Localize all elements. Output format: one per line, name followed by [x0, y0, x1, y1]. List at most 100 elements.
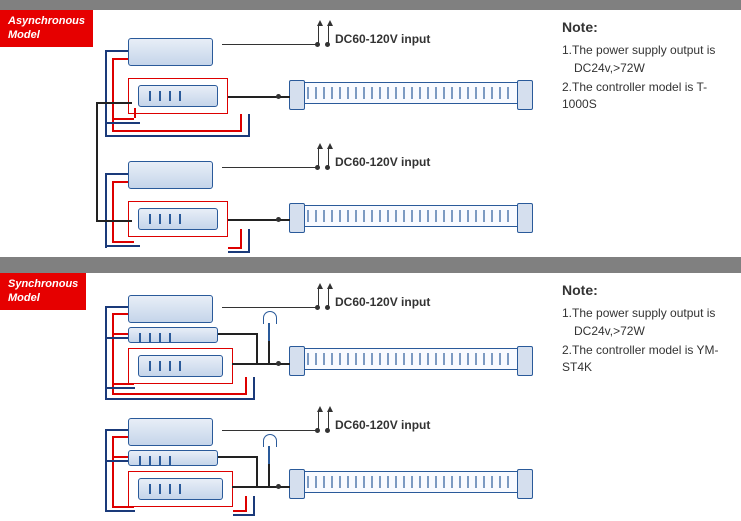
diagram-unit-2: DC60-120V input [0, 396, 540, 521]
top-gray-bar [0, 0, 741, 10]
input-v [318, 26, 319, 44]
input-v [318, 149, 319, 167]
wire [105, 387, 135, 389]
wire [228, 247, 242, 249]
wire [245, 377, 247, 393]
input-label-2: DC60-120V input [335, 155, 430, 169]
antenna-icon [268, 446, 270, 464]
wire [240, 229, 242, 247]
wire [112, 383, 134, 385]
wire [112, 313, 114, 393]
input-v [318, 412, 319, 430]
note-block-async: Note: 1.The power supply output is DC24v… [562, 18, 740, 115]
wire [112, 118, 134, 120]
wire [105, 50, 128, 52]
wire [248, 229, 250, 251]
wire [112, 58, 128, 60]
psu-box [128, 418, 213, 446]
input-v [318, 289, 319, 307]
model-label-line2: Model [8, 292, 40, 304]
note-line-1: 1.The power supply output is [562, 305, 740, 322]
wire [232, 363, 280, 365]
wire [105, 510, 135, 512]
wire [280, 363, 290, 365]
input-v2 [328, 289, 329, 307]
wire [248, 114, 250, 135]
input-label-1: DC60-120V input [335, 295, 430, 309]
wire [268, 341, 270, 363]
wire [228, 251, 250, 253]
wire [112, 333, 128, 335]
note-line-2: 2.The controller model is YM-ST4K [562, 342, 740, 376]
wire [105, 429, 128, 431]
note-title: Note: [562, 281, 740, 301]
wire [105, 429, 107, 511]
section-asynchronous: Asynchronous Model Note: 1.The power sup… [0, 10, 741, 257]
wire [253, 377, 255, 398]
wire [256, 333, 258, 363]
wire [105, 337, 128, 339]
wire [228, 96, 280, 98]
wire [218, 333, 258, 335]
input-v2 [328, 412, 329, 430]
wire [134, 108, 136, 118]
note-block-sync: Note: 1.The power supply output is DC24v… [562, 281, 740, 378]
wire [218, 456, 258, 458]
input-label-2: DC60-120V input [335, 418, 430, 432]
psu-box [128, 161, 213, 189]
wire [268, 464, 270, 486]
wire [105, 173, 107, 248]
wire [112, 130, 242, 132]
input-wire [222, 430, 317, 431]
wire [245, 496, 247, 510]
wire [105, 245, 140, 247]
model-label-sync: Synchronous Model [0, 273, 86, 310]
model-label-line1: Synchronous [8, 278, 78, 290]
note-line-1b: DC24v,>72W [562, 323, 740, 340]
wire [233, 514, 255, 516]
psu-box [128, 295, 213, 323]
led-tube [296, 471, 526, 493]
note-title: Note: [562, 18, 740, 38]
section-synchronous: Synchronous Model Note: 1.The power supp… [0, 273, 741, 519]
wire [105, 122, 140, 124]
wire [233, 510, 247, 512]
model-label-line1: Asynchronous [8, 15, 85, 27]
wire [112, 393, 247, 395]
psu-box [128, 38, 213, 66]
note-line-2: 2.The controller model is T-1000S [562, 79, 740, 113]
aux-box [128, 327, 218, 343]
wire [105, 306, 107, 398]
antenna-icon [268, 323, 270, 341]
input-wire [222, 44, 317, 45]
wire [105, 306, 128, 308]
wire [112, 506, 134, 508]
input-v2 [328, 26, 329, 44]
input-v2 [328, 149, 329, 167]
note-line-1: 1.The power supply output is [562, 42, 740, 59]
wire [253, 496, 255, 514]
led-tube [296, 82, 526, 104]
input-label-1: DC60-120V input [335, 32, 430, 46]
wire [112, 436, 114, 506]
model-label-line2: Model [8, 29, 40, 41]
led-tube [296, 205, 526, 227]
wire [240, 114, 242, 130]
signal-link [96, 102, 98, 220]
wire [232, 486, 280, 488]
controller-box [138, 208, 218, 230]
wire [256, 456, 258, 486]
wire [105, 173, 128, 175]
diagram-unit-2: DC60-120V input [0, 133, 540, 258]
wire [280, 96, 290, 98]
wire [112, 436, 128, 438]
wire [112, 456, 128, 458]
wire [228, 219, 280, 221]
wire [112, 313, 128, 315]
wire [112, 181, 128, 183]
note-line-1b: DC24v,>72W [562, 60, 740, 77]
led-tube [296, 348, 526, 370]
wire [105, 460, 128, 462]
wire [280, 486, 290, 488]
input-wire [222, 307, 317, 308]
